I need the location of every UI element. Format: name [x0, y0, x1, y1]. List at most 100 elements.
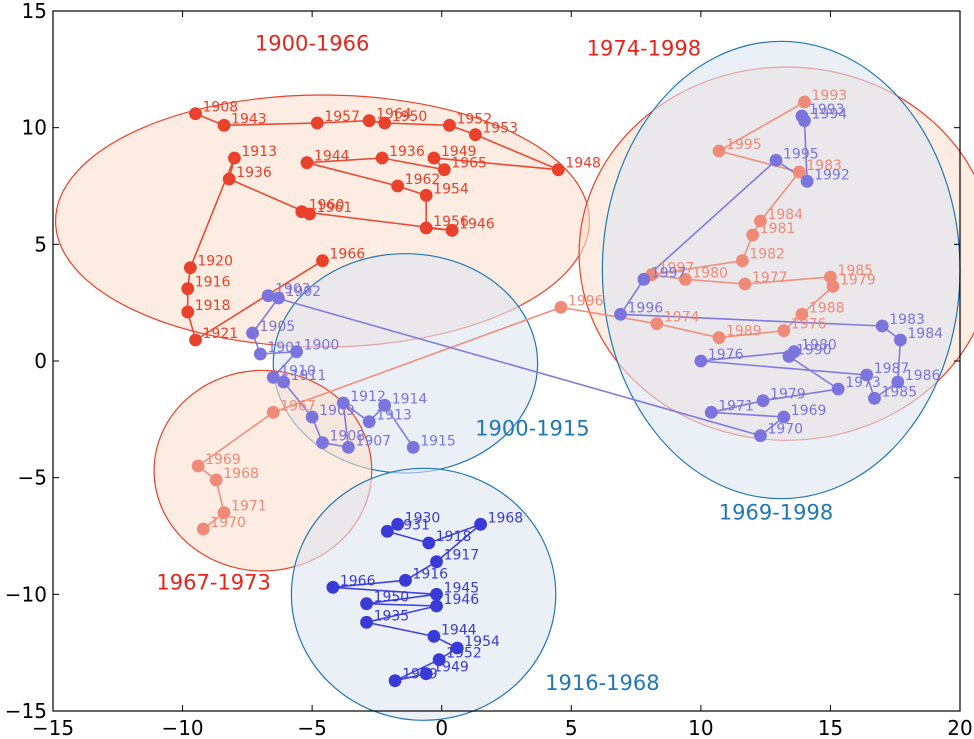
year-label: 1980 — [692, 265, 728, 281]
year-label: 1915 — [420, 433, 456, 449]
data-point — [469, 128, 482, 142]
year-label: 1921 — [203, 326, 239, 342]
data-point — [189, 333, 202, 347]
data-point — [378, 116, 392, 130]
points-layer — [181, 95, 907, 688]
data-point — [326, 580, 340, 594]
year-label: 1900 — [304, 338, 340, 354]
year-label: 1931 — [394, 517, 430, 533]
year-label: 1943 — [231, 111, 267, 127]
data-point — [391, 517, 405, 531]
cluster-label: 1900-1915 — [475, 417, 589, 441]
year-label: 1973 — [845, 375, 881, 391]
year-label: 1971 — [231, 499, 267, 515]
year-label: 1990 — [796, 342, 832, 358]
year-label: 1997 — [659, 261, 695, 277]
year-label: 1970 — [767, 422, 803, 438]
data-point — [427, 151, 441, 165]
data-point — [419, 188, 433, 202]
ticks-layer: −15 −10 −5 0 5 10 15 20 15 10 5 0 −5 −10 −15 — [5, 0, 973, 739]
data-point — [474, 517, 487, 531]
year-label: 1979 — [770, 387, 806, 403]
data-point — [712, 331, 726, 345]
x-tick-label: −10 — [161, 716, 203, 739]
data-point — [798, 95, 811, 109]
year-label: 1997 — [651, 265, 687, 281]
data-point — [310, 116, 324, 130]
data-point — [777, 410, 791, 424]
year-label: 1902 — [285, 284, 321, 300]
cluster-label: 1969-1998 — [719, 501, 833, 525]
data-point — [316, 254, 329, 268]
year-label: 1993 — [812, 88, 848, 104]
data-point — [795, 307, 809, 321]
year-label: 1965 — [451, 156, 487, 172]
data-point — [769, 153, 783, 167]
year-label: 1916 — [195, 275, 231, 291]
data-point — [406, 440, 420, 454]
data-point — [360, 597, 373, 611]
data-point — [445, 223, 459, 237]
data-point — [378, 398, 392, 412]
data-point — [277, 375, 291, 389]
data-point — [754, 429, 767, 443]
cluster-ellipse — [290, 467, 557, 721]
cluster-label: 1916-1968 — [545, 671, 659, 695]
clusters-layer — [54, 40, 974, 721]
data-point — [430, 599, 443, 613]
year-label: 1954 — [464, 634, 500, 650]
year-label: 1907 — [355, 433, 391, 449]
year-label: 1969 — [205, 452, 241, 468]
data-point — [868, 391, 881, 405]
data-point — [694, 354, 708, 368]
year-label: 1964 — [376, 107, 412, 123]
year-label: 1901 — [267, 340, 303, 356]
year-label: 1971 — [718, 398, 754, 414]
x-tick-label: −5 — [297, 716, 326, 739]
data-point — [217, 118, 231, 132]
data-point — [678, 272, 692, 286]
year-label: 1961 — [317, 200, 353, 216]
y-tick-label: −5 — [18, 466, 47, 490]
year-label: 1944 — [314, 149, 350, 165]
year-label: 1946 — [444, 592, 480, 608]
data-point — [777, 324, 791, 338]
data-point — [196, 522, 210, 536]
year-label: 1946 — [459, 216, 495, 232]
year-label: 1954 — [433, 181, 469, 197]
year-label: 1952 — [446, 646, 482, 662]
data-point — [360, 615, 373, 629]
year-label: 1914 — [392, 391, 428, 407]
data-point — [290, 345, 303, 359]
data-point — [754, 214, 767, 228]
year-label: 1935 — [374, 608, 410, 624]
year-label: 1960 — [309, 198, 345, 214]
year-label: 1985 — [837, 263, 873, 279]
data-point — [342, 440, 355, 454]
data-point — [300, 156, 314, 170]
year-label: 1966 — [340, 573, 376, 589]
year-label: 1950 — [392, 109, 428, 125]
year-label: 1984 — [767, 207, 803, 223]
year-label: 1992 — [814, 167, 850, 183]
data-point — [336, 396, 350, 410]
year-label: 1910 — [280, 363, 316, 379]
year-label: 1908 — [203, 100, 239, 116]
data-point — [430, 587, 443, 601]
year-label: 1983 — [889, 312, 925, 328]
year-label: 1996 — [568, 293, 604, 309]
data-point — [735, 254, 749, 268]
year-label: 1909 — [319, 403, 355, 419]
data-point — [183, 261, 197, 275]
data-point — [246, 326, 259, 340]
year-label: 1912 — [350, 389, 386, 405]
year-label: 1918 — [195, 298, 231, 314]
year-label: 1930 — [405, 510, 441, 526]
data-point — [792, 165, 806, 179]
data-point — [756, 394, 770, 408]
x-tick-label: 15 — [818, 716, 843, 739]
data-point — [650, 317, 664, 331]
data-point — [227, 151, 241, 165]
data-point — [430, 555, 443, 569]
